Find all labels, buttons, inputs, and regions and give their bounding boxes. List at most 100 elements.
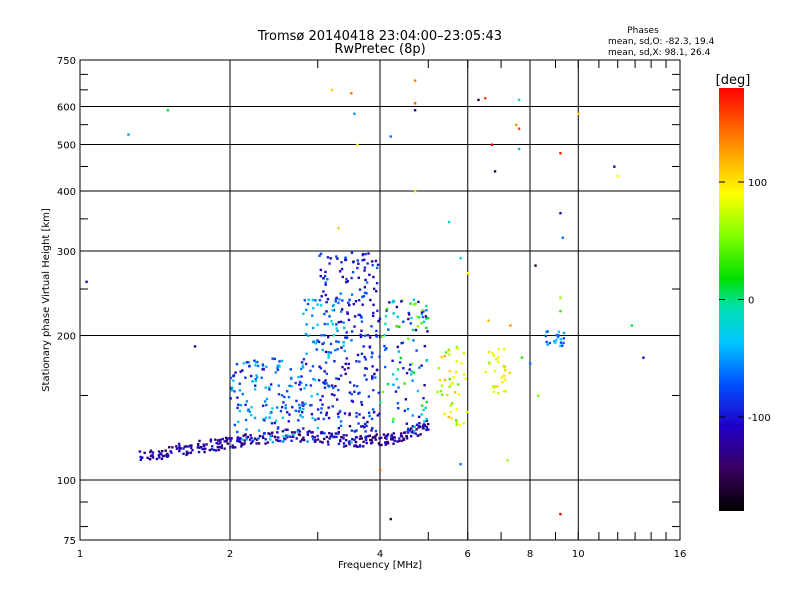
cloud-point: [384, 322, 387, 326]
cloud-point: [396, 401, 400, 405]
trace-point: [262, 436, 265, 440]
sparse-point: [350, 92, 353, 95]
cloud-point: [310, 395, 313, 398]
sparse-point: [559, 296, 562, 299]
trace-point: [384, 441, 387, 444]
cloud-point: [399, 356, 403, 360]
trace-point: [383, 436, 387, 439]
cloud-point: [320, 334, 323, 337]
trace-point: [216, 439, 220, 442]
cloud-point: [273, 357, 277, 361]
cloud-point: [360, 403, 364, 406]
cloud-point: [375, 329, 378, 333]
cloud-point: [335, 255, 338, 258]
trace-point: [425, 428, 428, 432]
cloud-point: [336, 257, 339, 260]
cloud-point: [303, 387, 306, 390]
cloud-point: [561, 344, 564, 347]
stats-line-o: mean, sd,O: -82.3, 19.4: [608, 37, 715, 47]
x-tick-label: 16: [674, 549, 687, 560]
trace-point: [204, 447, 207, 450]
cloud-point: [334, 384, 337, 388]
trace-point: [286, 435, 289, 439]
cloud-point: [403, 409, 406, 412]
cloud-point: [454, 419, 458, 422]
cloud-point: [360, 329, 363, 333]
cloud-point: [290, 376, 293, 380]
cloud-point: [425, 417, 428, 421]
cloud-point: [411, 414, 414, 417]
trace-point: [240, 443, 243, 446]
cloud-point: [360, 320, 364, 323]
cloud-point: [268, 388, 271, 391]
cloud-point: [298, 383, 301, 386]
trace-point: [157, 454, 161, 457]
cloud-point: [326, 297, 330, 301]
sparse-point: [379, 468, 382, 472]
sparse-point: [484, 97, 487, 100]
cloud-point: [352, 302, 356, 306]
trace-point: [371, 436, 374, 439]
trace-point: [356, 445, 359, 449]
cloud-point: [342, 321, 345, 324]
sparse-point: [561, 236, 564, 239]
trace-point: [402, 431, 406, 435]
cloud-point: [253, 416, 257, 420]
cloud-point: [491, 352, 494, 355]
cloud-point: [261, 368, 264, 371]
cloud-point: [346, 280, 350, 283]
cloud-point: [440, 356, 443, 359]
cloud-point: [410, 373, 413, 376]
cloud-point: [425, 326, 428, 330]
cloud-point: [303, 299, 307, 302]
cloud-point: [358, 288, 362, 291]
trace-point: [219, 441, 222, 444]
cloud-point: [444, 351, 448, 354]
cloud-point: [348, 381, 352, 384]
trace-point: [237, 438, 240, 441]
trace-point: [419, 425, 422, 428]
cloud-point: [245, 361, 249, 364]
cloud-point: [319, 304, 323, 307]
cloud-point: [325, 411, 329, 414]
trace-point: [264, 442, 267, 445]
sparse-point: [337, 227, 340, 230]
cloud-point: [264, 416, 268, 420]
cloud-point: [402, 367, 405, 370]
cloud-point: [283, 395, 286, 399]
cloud-point: [562, 331, 566, 335]
trace-point: [386, 433, 390, 436]
cloud-point: [339, 310, 343, 313]
cloud-point: [321, 395, 324, 398]
cloud-point: [548, 341, 552, 345]
cloud-point: [301, 415, 304, 419]
y-tick-label: 500: [57, 141, 76, 152]
sparse-point: [353, 112, 356, 115]
trace-point: [250, 440, 254, 444]
cloud-point: [496, 356, 500, 359]
trace-point: [253, 437, 257, 440]
trace-point: [354, 444, 357, 447]
cloud-point: [294, 381, 297, 385]
trace-point: [230, 437, 233, 440]
cloud-point: [376, 263, 380, 267]
cloud-point: [425, 359, 428, 362]
cloud-point: [418, 366, 421, 369]
cloud-point: [238, 409, 241, 413]
cloud-point: [439, 389, 443, 393]
cloud-point: [369, 298, 372, 302]
cloud-point: [241, 392, 244, 396]
cloud-point: [448, 369, 452, 373]
trace-point: [160, 453, 163, 456]
cloud-point: [455, 408, 459, 411]
cloud-point: [340, 308, 344, 311]
sparse-point: [490, 143, 494, 146]
trace-point: [335, 435, 338, 439]
trace-point: [267, 432, 270, 435]
cloud-point: [360, 400, 363, 404]
cloud-point: [276, 366, 279, 370]
cloud-point: [409, 302, 412, 305]
trace-point: [386, 441, 390, 445]
cloud-point: [448, 385, 451, 388]
cloud-point: [425, 308, 428, 312]
